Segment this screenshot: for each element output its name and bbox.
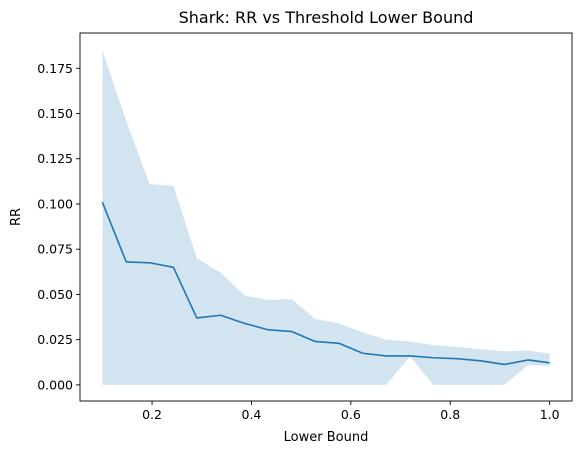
y-tick-label: 0.075	[37, 242, 73, 257]
y-tick-label: 0.000	[37, 377, 73, 392]
plot-frame	[79, 32, 573, 402]
y-tick-label: 0.125	[37, 151, 73, 166]
y-axis-label: RR	[9, 208, 24, 226]
y-tick-label: 0.175	[37, 61, 73, 76]
x-tick-label: 0.8	[440, 407, 460, 422]
y-tick-label: 0.100	[37, 196, 73, 211]
series-line-0	[101, 201, 550, 366]
x-axis-label: Lower Bound	[284, 430, 369, 445]
y-tick-label: 0.050	[37, 287, 73, 302]
x-tick-label: 1.0	[540, 407, 560, 422]
x-tick-label: 0.4	[242, 407, 262, 422]
x-tick-label: 0.6	[341, 407, 361, 422]
chart-title: Shark: RR vs Threshold Lower Bound	[179, 8, 474, 27]
y-tick-label: 0.150	[37, 106, 73, 121]
x-tick-label: 0.2	[142, 407, 162, 422]
confidence-band-0	[102, 50, 550, 385]
y-tick-label: 0.025	[37, 332, 73, 347]
